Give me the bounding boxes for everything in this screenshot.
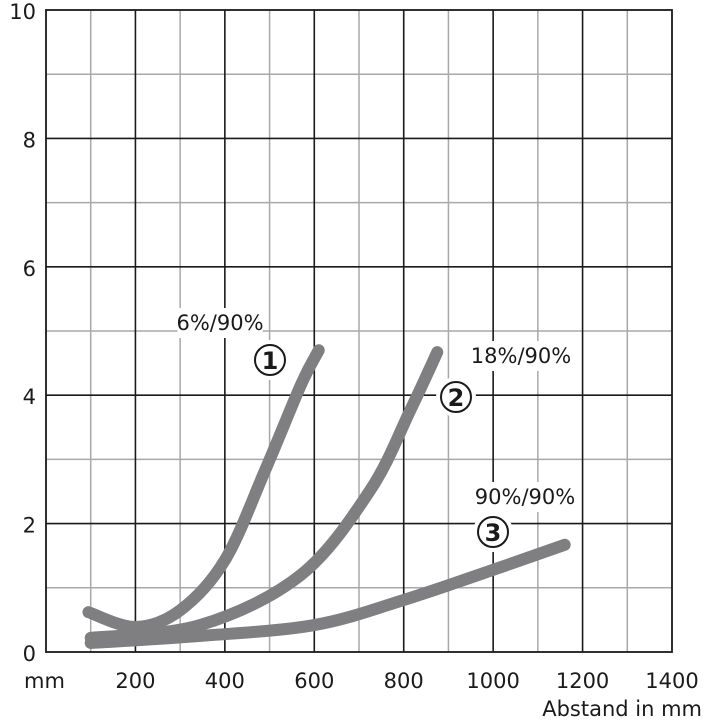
series-marker-1: 1: [262, 347, 279, 375]
y-tick-label: 8: [23, 128, 36, 152]
x-unit-label: mm: [24, 669, 65, 693]
tick-labels: 200 400 600 800 1000 1200 1400 0 2 4 6 8 10: [9, 0, 698, 693]
x-tick-label: 200: [115, 669, 155, 693]
x-tick-label: 1000: [466, 669, 519, 693]
series-labels: 6%/90% 1 18%/90%2 90%/90% 3: [176, 308, 575, 552]
x-tick-label: 1200: [556, 669, 609, 693]
x-tick-label: 800: [384, 669, 424, 693]
series-line-1: [82, 344, 325, 633]
x-tick-label: 1400: [645, 669, 698, 693]
series-label-1: 6%/90%: [176, 311, 263, 335]
label-background: [476, 482, 574, 512]
x-tick-label: 600: [294, 669, 334, 693]
y-tick-label: 4: [23, 385, 36, 409]
x-tick-label: 400: [205, 669, 245, 693]
marker-circle-icon: [440, 381, 472, 413]
marker-circle-icon: [254, 344, 286, 376]
series-line-3: [84, 538, 571, 650]
y-tick-label: 6: [23, 257, 36, 281]
series-label-3: 90%/90%: [475, 485, 575, 509]
marker-circle-icon: [477, 516, 509, 548]
y-tick-label: 10: [9, 0, 36, 24]
curves: [82, 344, 571, 650]
series-marker-3: 3: [485, 519, 502, 547]
label-background: [177, 308, 263, 338]
series-label-2: 18%/90%: [471, 344, 571, 368]
y-tick-label: 2: [23, 514, 36, 538]
series-marker-2: 2: [448, 384, 465, 412]
grid: [45, 9, 673, 653]
series-line-2: [84, 346, 444, 644]
y-tick-label: 0: [23, 642, 36, 666]
label-background: [472, 341, 570, 371]
x-axis-label: Abstand in mm: [542, 697, 702, 720]
plot-frame: [45, 9, 673, 653]
